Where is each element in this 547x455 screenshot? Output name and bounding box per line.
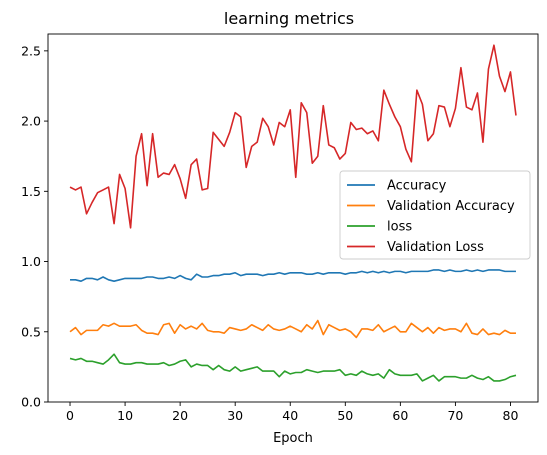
series-line-validation-accuracy xyxy=(69,319,516,339)
x-tick-label: 60 xyxy=(392,408,408,423)
axes xyxy=(47,33,539,403)
x-tick-label: 40 xyxy=(282,408,298,423)
legend-box xyxy=(339,170,531,260)
x-tick-label: 0 xyxy=(66,408,74,423)
x-tick-label: 20 xyxy=(172,408,188,423)
series-line-validation-loss xyxy=(69,44,517,229)
x-axis-ticks: 0 10 20 30 40 50 60 70 80 xyxy=(66,402,518,423)
x-tick-label: 80 xyxy=(503,408,519,423)
x-tick-label: 30 xyxy=(227,408,243,423)
x-tick-label: 70 xyxy=(447,408,463,423)
y-tick-label: 1.5 xyxy=(21,184,41,199)
y-tick-label: 2.5 xyxy=(21,43,41,58)
x-tick-label: 10 xyxy=(117,408,133,423)
series-line-loss xyxy=(69,353,517,382)
legend-label: Accuracy xyxy=(387,179,447,194)
legend: Accuracy Validation Accuracy loss Validatio… xyxy=(339,170,531,260)
axes-frame xyxy=(47,33,539,403)
y-tick-label: 1.0 xyxy=(21,254,41,269)
x-tick-label: 50 xyxy=(337,408,353,423)
legend-label: Validation Loss xyxy=(387,240,484,255)
chart-title: learning metrics xyxy=(224,9,354,28)
y-tick-label: 0.0 xyxy=(21,395,41,410)
series-line-accuracy xyxy=(70,269,516,283)
legend-label: loss xyxy=(387,220,412,235)
series-lines xyxy=(69,44,517,382)
x-axis-label: Epoch xyxy=(273,431,313,446)
y-tick-label: 0.5 xyxy=(21,324,41,339)
legend-label: Validation Accuracy xyxy=(387,199,515,214)
y-tick-label: 2.0 xyxy=(21,114,41,129)
y-axis-ticks: 0.0 0.5 1.0 1.5 2.0 2.5 xyxy=(21,43,48,410)
